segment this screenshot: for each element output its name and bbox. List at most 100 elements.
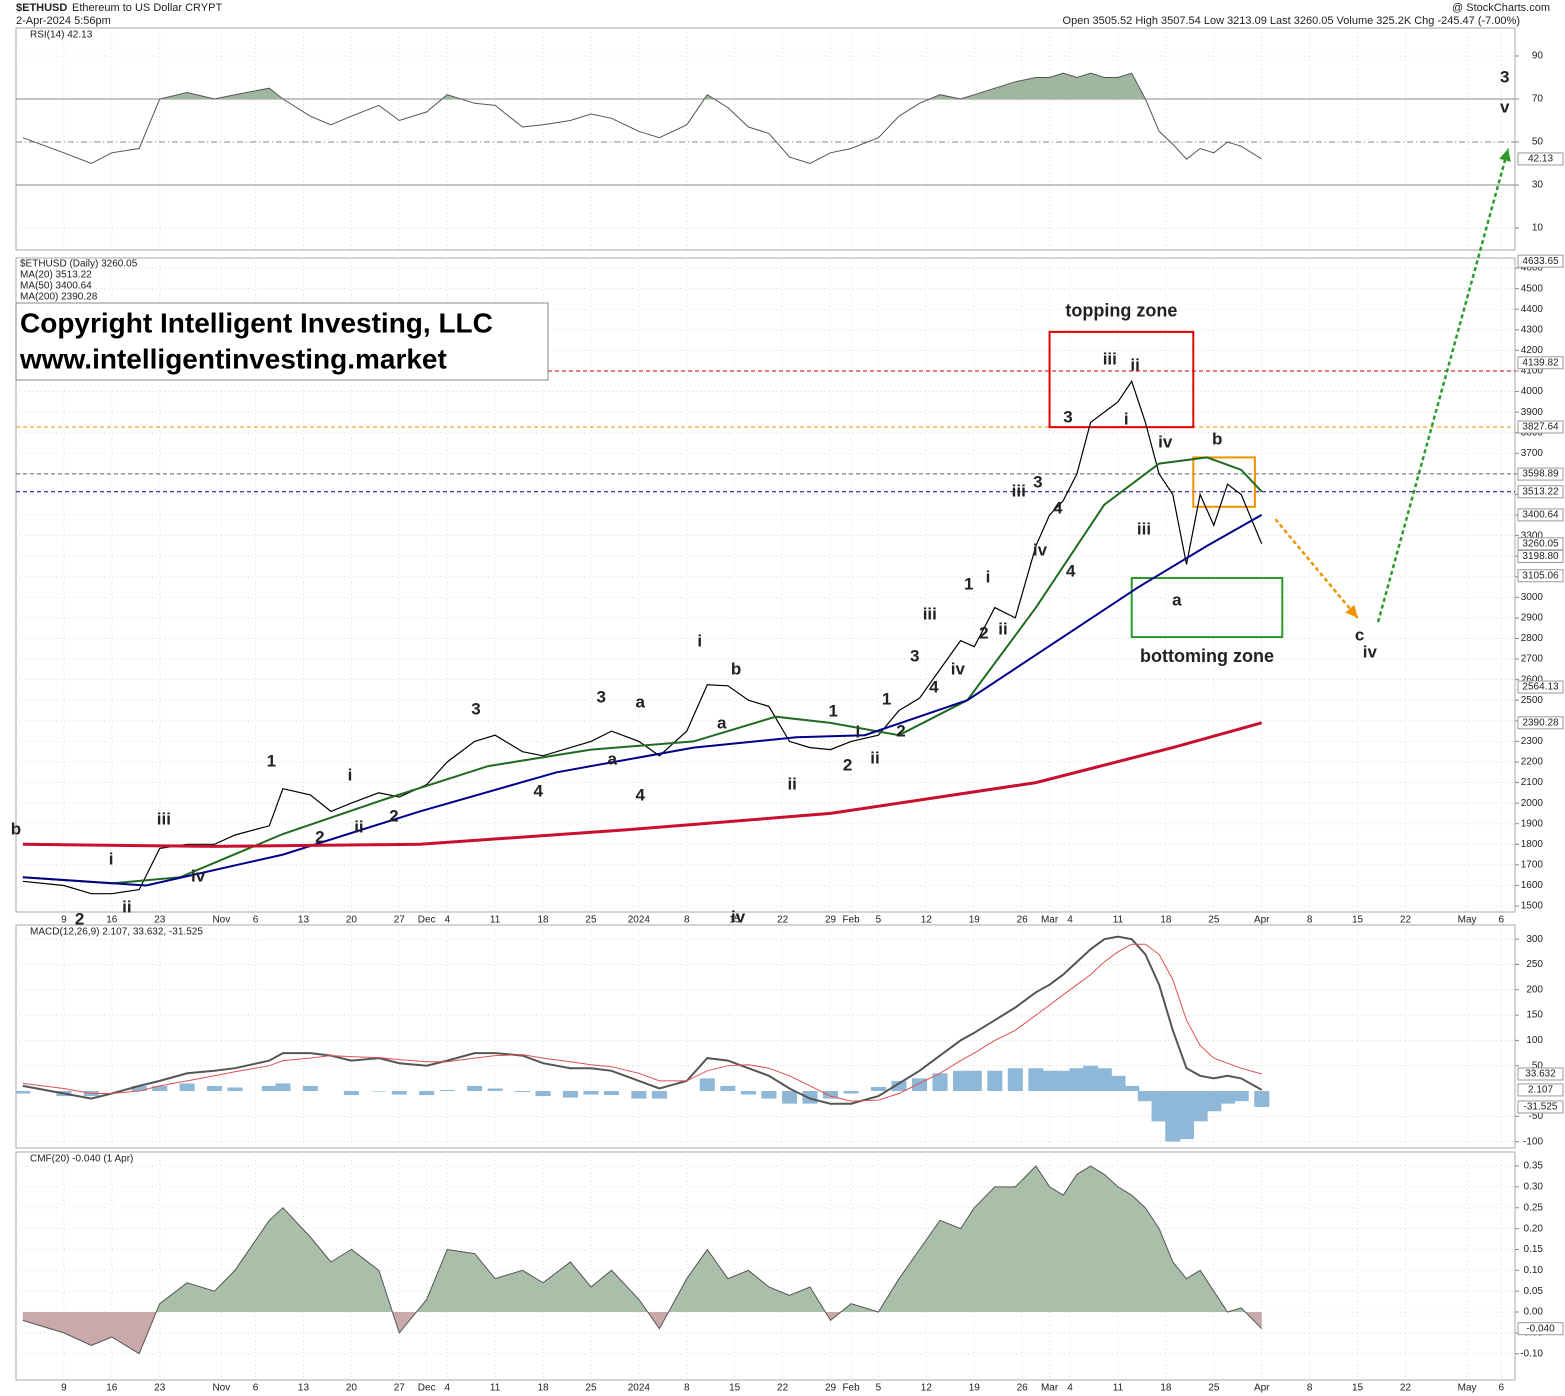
y-tick-label: 30 xyxy=(1532,180,1544,191)
y-tick-label: 3300 xyxy=(1521,530,1544,541)
wave-label: a xyxy=(1172,591,1182,610)
y-tick-label: 300 xyxy=(1526,934,1543,945)
x-tick-label: 5 xyxy=(876,915,882,926)
histogram-bar xyxy=(1206,1091,1222,1112)
value-badge-label: 2564.13 xyxy=(1522,682,1559,693)
histogram-bar xyxy=(1124,1085,1140,1092)
quote: Open 3505.52 High 3507.54 Low 3213.09 La… xyxy=(1063,15,1520,27)
wave-label: i xyxy=(697,631,702,650)
histogram-bar xyxy=(781,1091,797,1104)
y-tick-label: 2100 xyxy=(1521,777,1544,788)
x-tick-label: Apr xyxy=(1254,915,1270,926)
zone-box xyxy=(1048,330,1195,429)
value-badge-label: 4633.65 xyxy=(1522,256,1559,267)
value-badge xyxy=(1517,485,1564,499)
x-tick-label: 15 xyxy=(729,1383,741,1394)
value-badge xyxy=(1517,680,1564,694)
wave-label: 3 xyxy=(1063,408,1072,427)
histogram-bar xyxy=(1069,1068,1085,1092)
wave-label: iv xyxy=(1158,432,1173,451)
series-line xyxy=(22,514,1263,887)
value-badge-label: 33.632 xyxy=(1525,1069,1556,1080)
x-tick-label: 19 xyxy=(969,1383,981,1394)
x-tick-label: 20 xyxy=(346,915,358,926)
histogram-bar xyxy=(261,1085,277,1092)
x-tick-label: 25 xyxy=(585,915,597,926)
x-tick-label: 22 xyxy=(1400,1383,1412,1394)
x-tick-label: May xyxy=(1458,1383,1477,1394)
value-badge-label: 3260.05 xyxy=(1522,538,1559,549)
histogram-bar xyxy=(1096,1068,1112,1092)
value-badge xyxy=(1517,467,1564,481)
histogram-bar xyxy=(1042,1070,1058,1092)
value-badge xyxy=(1517,716,1564,730)
value-badge xyxy=(1517,356,1564,370)
y-tick-label: 4200 xyxy=(1521,345,1544,356)
y-tick-label: 0.35 xyxy=(1524,1161,1544,1172)
histogram-bar xyxy=(152,1085,168,1092)
wave-label: 4 xyxy=(1066,562,1076,581)
wave-label: 3 xyxy=(910,647,919,666)
wave-label: a xyxy=(607,750,617,769)
wave-label: iv xyxy=(1363,643,1378,662)
value-badge-label: 3105.06 xyxy=(1522,570,1559,581)
panel-frame xyxy=(15,924,1516,1149)
x-tick-label: 22 xyxy=(777,915,789,926)
histogram-bar xyxy=(583,1091,599,1095)
y-tick-label: 0.00 xyxy=(1524,1307,1544,1318)
y-tick-label: 2700 xyxy=(1521,654,1544,665)
panel-label: CMF(20) -0.040 (1 Apr) xyxy=(30,1154,133,1165)
y-tick-label: 1500 xyxy=(1521,901,1544,912)
y-tick-label: -50 xyxy=(1529,1111,1544,1122)
y-tick-label: -100 xyxy=(1523,1136,1543,1147)
value-badge xyxy=(1517,254,1564,268)
arrow xyxy=(1274,518,1359,619)
series-line xyxy=(22,1165,1263,1355)
wave-label: iv xyxy=(1033,541,1048,560)
y-tick-label: 0.30 xyxy=(1524,1182,1544,1193)
x-tick-label: 18 xyxy=(537,915,549,926)
y-tick-label: 250 xyxy=(1526,959,1543,970)
wave-label: b xyxy=(731,659,741,678)
wave-label: 4 xyxy=(636,786,646,805)
histogram-bar xyxy=(987,1070,1003,1092)
wave-label: 2 xyxy=(315,828,324,847)
histogram-bar xyxy=(1165,1091,1181,1142)
y-tick-label: 200 xyxy=(1526,984,1543,995)
x-tick-label: 25 xyxy=(1208,915,1220,926)
wave-label: ii xyxy=(998,620,1007,639)
y-tick-label: 70 xyxy=(1532,94,1544,105)
value-badge-label: 2390.28 xyxy=(1522,717,1559,728)
value-badge xyxy=(1517,420,1564,434)
histogram-bar xyxy=(953,1070,969,1092)
x-tick-label: 11 xyxy=(1113,1383,1124,1394)
x-tick-label: 27 xyxy=(394,915,406,926)
histogram-bar xyxy=(562,1091,578,1098)
histogram-bar xyxy=(391,1091,407,1095)
wave-label: iv xyxy=(731,907,746,926)
watermark: www.intelligentinvesting.market xyxy=(19,343,447,374)
watermark-box xyxy=(15,302,549,381)
histogram-bar xyxy=(699,1078,715,1092)
value-badge xyxy=(1517,1067,1564,1081)
panel-frame xyxy=(15,1151,1516,1381)
x-tick-label: Nov xyxy=(212,1383,230,1394)
value-badge-label: 42.13 xyxy=(1528,154,1553,165)
y-tick-label: 0.05 xyxy=(1524,1286,1544,1297)
wave-label: 1 xyxy=(964,574,973,593)
y-tick-label: 90 xyxy=(1532,51,1544,62)
wave-label: a xyxy=(717,714,727,733)
histogram-bar xyxy=(1028,1068,1044,1092)
wave-label: ii xyxy=(787,775,796,794)
x-tick-label: 15 xyxy=(1352,1383,1364,1394)
panel-frame xyxy=(15,27,1516,251)
histogram-bar xyxy=(802,1091,818,1104)
x-tick-label: Mar xyxy=(1041,1383,1059,1394)
x-tick-label: 26 xyxy=(1017,1383,1029,1394)
histogram-bar xyxy=(740,1091,756,1095)
value-badge xyxy=(1517,1100,1564,1114)
wave-label: 4 xyxy=(1053,499,1063,518)
wave-label: i xyxy=(1124,409,1129,428)
wave-label: i xyxy=(986,567,991,586)
